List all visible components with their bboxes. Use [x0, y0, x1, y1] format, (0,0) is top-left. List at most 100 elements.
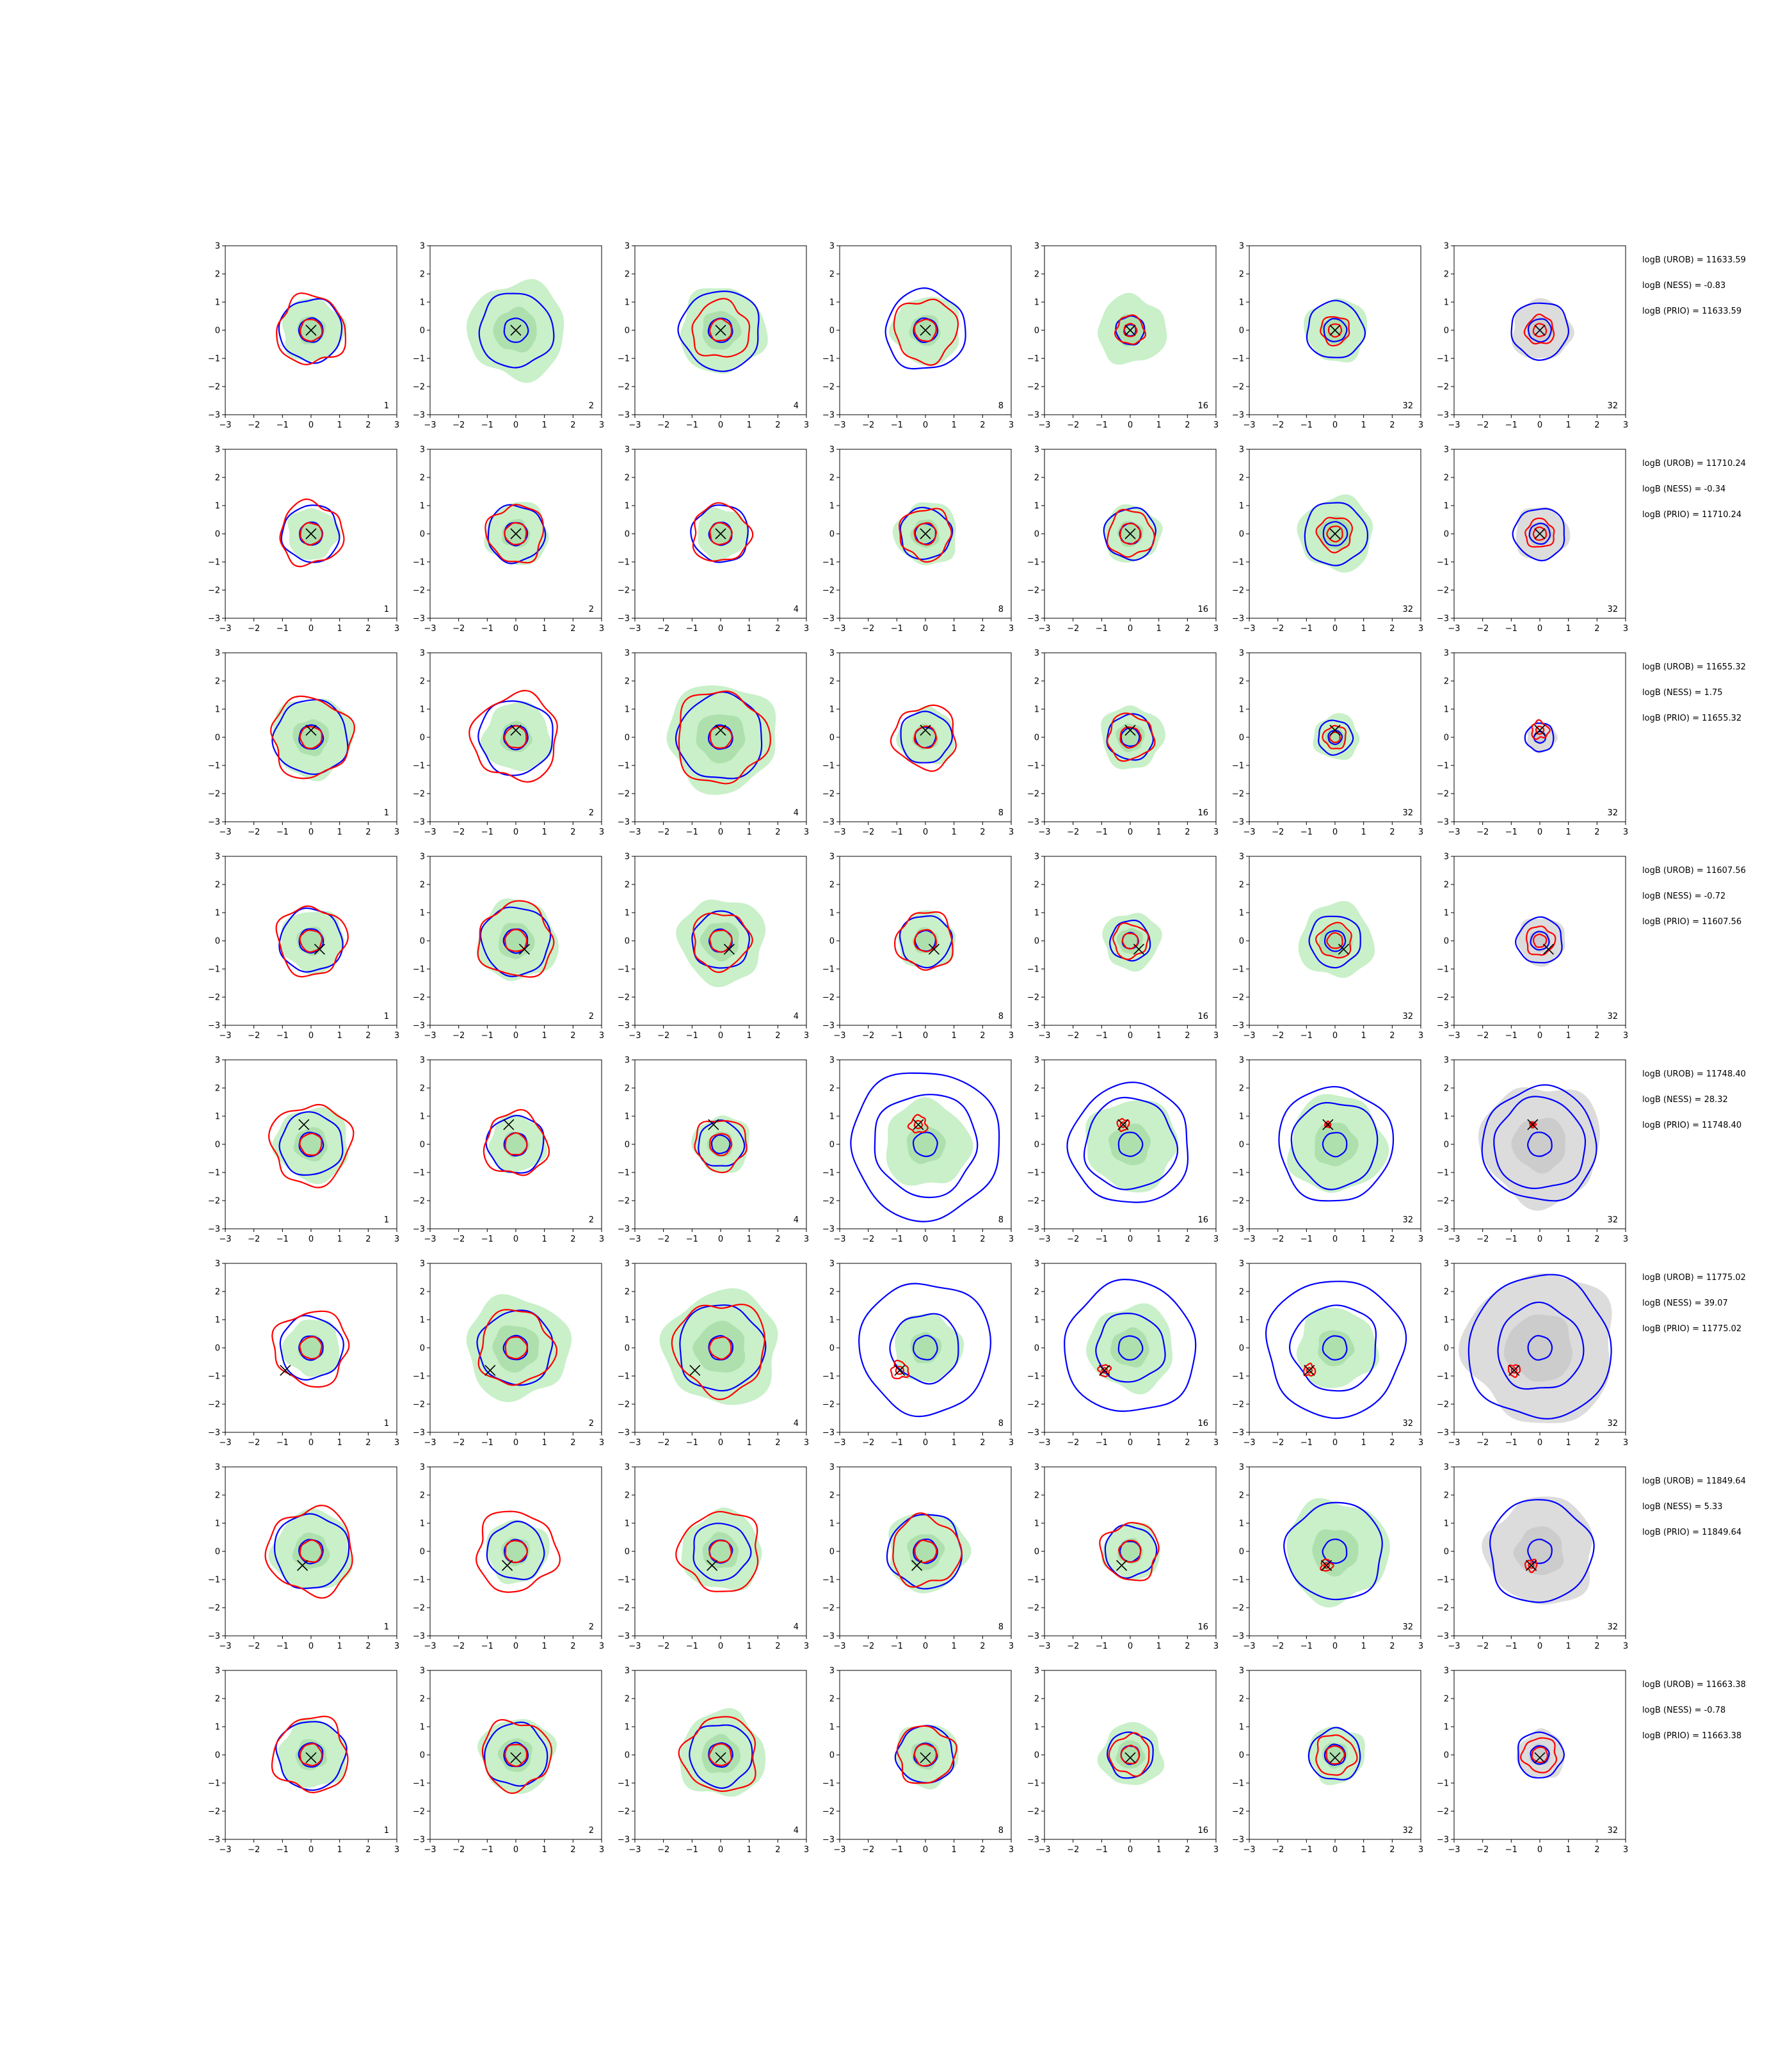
- y-tick-label: 0: [1034, 326, 1039, 336]
- y-tick-label: −1: [822, 762, 835, 771]
- red-inner-contour: [914, 1539, 938, 1564]
- panel-r7-c4: −3 −2 −1 0 1 2 3 −3 −2 −1 0 1 2 3 8: [822, 1463, 1014, 1652]
- y-tick-label: 1: [829, 1316, 835, 1325]
- blue-contour: [1109, 919, 1151, 962]
- y-tick-label: 2: [215, 1084, 220, 1094]
- y-tick-label: 1: [1034, 705, 1039, 715]
- plot-area: [476, 898, 559, 981]
- panel-count-label: 4: [794, 1012, 799, 1021]
- plot-area: [884, 287, 966, 370]
- plot-area: [275, 905, 349, 978]
- panel-count-label: 1: [384, 1419, 389, 1428]
- blue-inner-contour: [1327, 730, 1343, 746]
- x-tick-label: 1: [1566, 1438, 1571, 1448]
- y-tick-label: 0: [420, 1344, 425, 1354]
- x-tick-label: 3: [394, 828, 399, 837]
- x-tick-label: 0: [513, 624, 518, 634]
- y-tick-label: 1: [420, 705, 425, 715]
- y-tick-label: 0: [625, 1751, 630, 1761]
- x-tick-label: −3: [833, 1235, 845, 1244]
- panel-r6-c4: −3 −2 −1 0 1 2 3 −3 −2 −1 0 1 2 3 8: [822, 1260, 1014, 1448]
- y-tick-label: 1: [1239, 1519, 1244, 1529]
- y-tick-label: 0: [1444, 1751, 1449, 1761]
- y-tick-label: −1: [208, 965, 220, 975]
- y-tick-label: −3: [618, 818, 630, 828]
- x-tick-label: 1: [1361, 1031, 1366, 1041]
- panel-r4-c5: −3 −2 −1 0 1 2 3 −3 −2 −1 0 1 2 3 16: [1027, 852, 1219, 1041]
- logb-annotation: logB (PRIO) = 11607.56: [1642, 917, 1741, 927]
- red-inner-contour: [299, 1743, 323, 1766]
- y-tick-label: 1: [625, 1316, 630, 1325]
- blue-outer-contour: [858, 1283, 992, 1418]
- x-tick-label: 3: [804, 1235, 809, 1244]
- panel-count-label: 1: [384, 401, 389, 411]
- x-tick-label: 0: [718, 828, 723, 837]
- y-tick-label: 2: [829, 474, 835, 483]
- y-tick-label: 2: [420, 270, 425, 280]
- y-tick-label: 1: [215, 1316, 220, 1325]
- blue-inner-contour: [1530, 1745, 1550, 1765]
- y-tick-label: 2: [1034, 474, 1039, 483]
- red-contour: [271, 1715, 349, 1793]
- y-tick-label: 0: [1034, 1548, 1039, 1557]
- x-tick-label: −3: [833, 1031, 845, 1041]
- x-tick-label: −3: [424, 420, 436, 430]
- panel-count-label: 16: [1197, 1215, 1208, 1225]
- y-tick-label: 2: [420, 1288, 425, 1297]
- x-tick-label: 0: [1332, 1031, 1338, 1041]
- red-contour: [1528, 1121, 1537, 1129]
- y-tick-label: −1: [618, 762, 630, 771]
- y-tick-label: 3: [420, 1667, 425, 1676]
- blue-contour: [1524, 722, 1555, 753]
- y-tick-label: 1: [1239, 1316, 1244, 1325]
- x-tick-label: −3: [1448, 1642, 1460, 1651]
- y-tick-label: −1: [822, 1372, 835, 1382]
- y-tick-label: −3: [413, 411, 425, 420]
- red-contour: [270, 695, 355, 780]
- y-tick-label: −2: [413, 1400, 425, 1410]
- blue-inner-contour: [1324, 930, 1347, 952]
- likelihood-density-core: [298, 1334, 324, 1361]
- red-contour: [1302, 1363, 1316, 1377]
- x-tick-label: 0: [513, 1438, 518, 1448]
- y-tick-label: 0: [829, 937, 835, 947]
- red-contour: [1519, 1737, 1558, 1773]
- blue-contour: [874, 1094, 979, 1199]
- x-tick-label: 0: [513, 1031, 518, 1041]
- plot-area: [886, 1512, 972, 1594]
- x-tick-label: −3: [628, 420, 641, 430]
- y-tick-label: 2: [625, 1288, 630, 1297]
- red-inner-contour: [1528, 1562, 1535, 1569]
- y-tick-label: −1: [1027, 1169, 1039, 1178]
- x-tick-label: 3: [599, 1642, 604, 1651]
- x-tick-label: 2: [1389, 1235, 1395, 1244]
- x-tick-label: −1: [1505, 1438, 1517, 1448]
- x-tick-label: 3: [1418, 1642, 1423, 1651]
- panel-r2-c5: −3 −2 −1 0 1 2 3 −3 −2 −1 0 1 2 3 16: [1027, 445, 1219, 634]
- red-contour: [271, 1310, 350, 1388]
- truth-marker: [1338, 943, 1349, 955]
- y-tick-label: 2: [420, 881, 425, 890]
- x-tick-label: 3: [1213, 1642, 1219, 1651]
- y-tick-label: 0: [1444, 733, 1449, 743]
- red-contour: [896, 1725, 957, 1784]
- x-tick-label: −3: [219, 420, 231, 430]
- red-inner-contour: [913, 1743, 938, 1767]
- y-tick-label: −2: [208, 1197, 220, 1206]
- panel-count-label: 32: [1607, 401, 1618, 411]
- y-tick-label: 2: [1444, 270, 1449, 280]
- x-tick-label: 1: [1361, 1235, 1366, 1244]
- x-tick-label: 1: [337, 1642, 342, 1651]
- y-tick-label: −2: [618, 586, 630, 596]
- y-tick-label: −2: [1232, 383, 1244, 392]
- panel-r2-c3: −3 −2 −1 0 1 2 3 −3 −2 −1 0 1 2 3 4: [618, 445, 809, 634]
- y-tick-label: 1: [1444, 909, 1449, 918]
- panel-count-label: 32: [1607, 1419, 1618, 1428]
- red-contour: [1524, 1558, 1538, 1574]
- x-tick-label: 2: [365, 1438, 371, 1448]
- red-inner-contour: [709, 522, 733, 545]
- x-tick-label: −1: [686, 1845, 698, 1855]
- panel-r6-c3: −3 −2 −1 0 1 2 3 −3 −2 −1 0 1 2 3 4: [618, 1260, 809, 1448]
- plot-area: [1278, 1085, 1395, 1202]
- y-tick-label: −3: [822, 1632, 835, 1642]
